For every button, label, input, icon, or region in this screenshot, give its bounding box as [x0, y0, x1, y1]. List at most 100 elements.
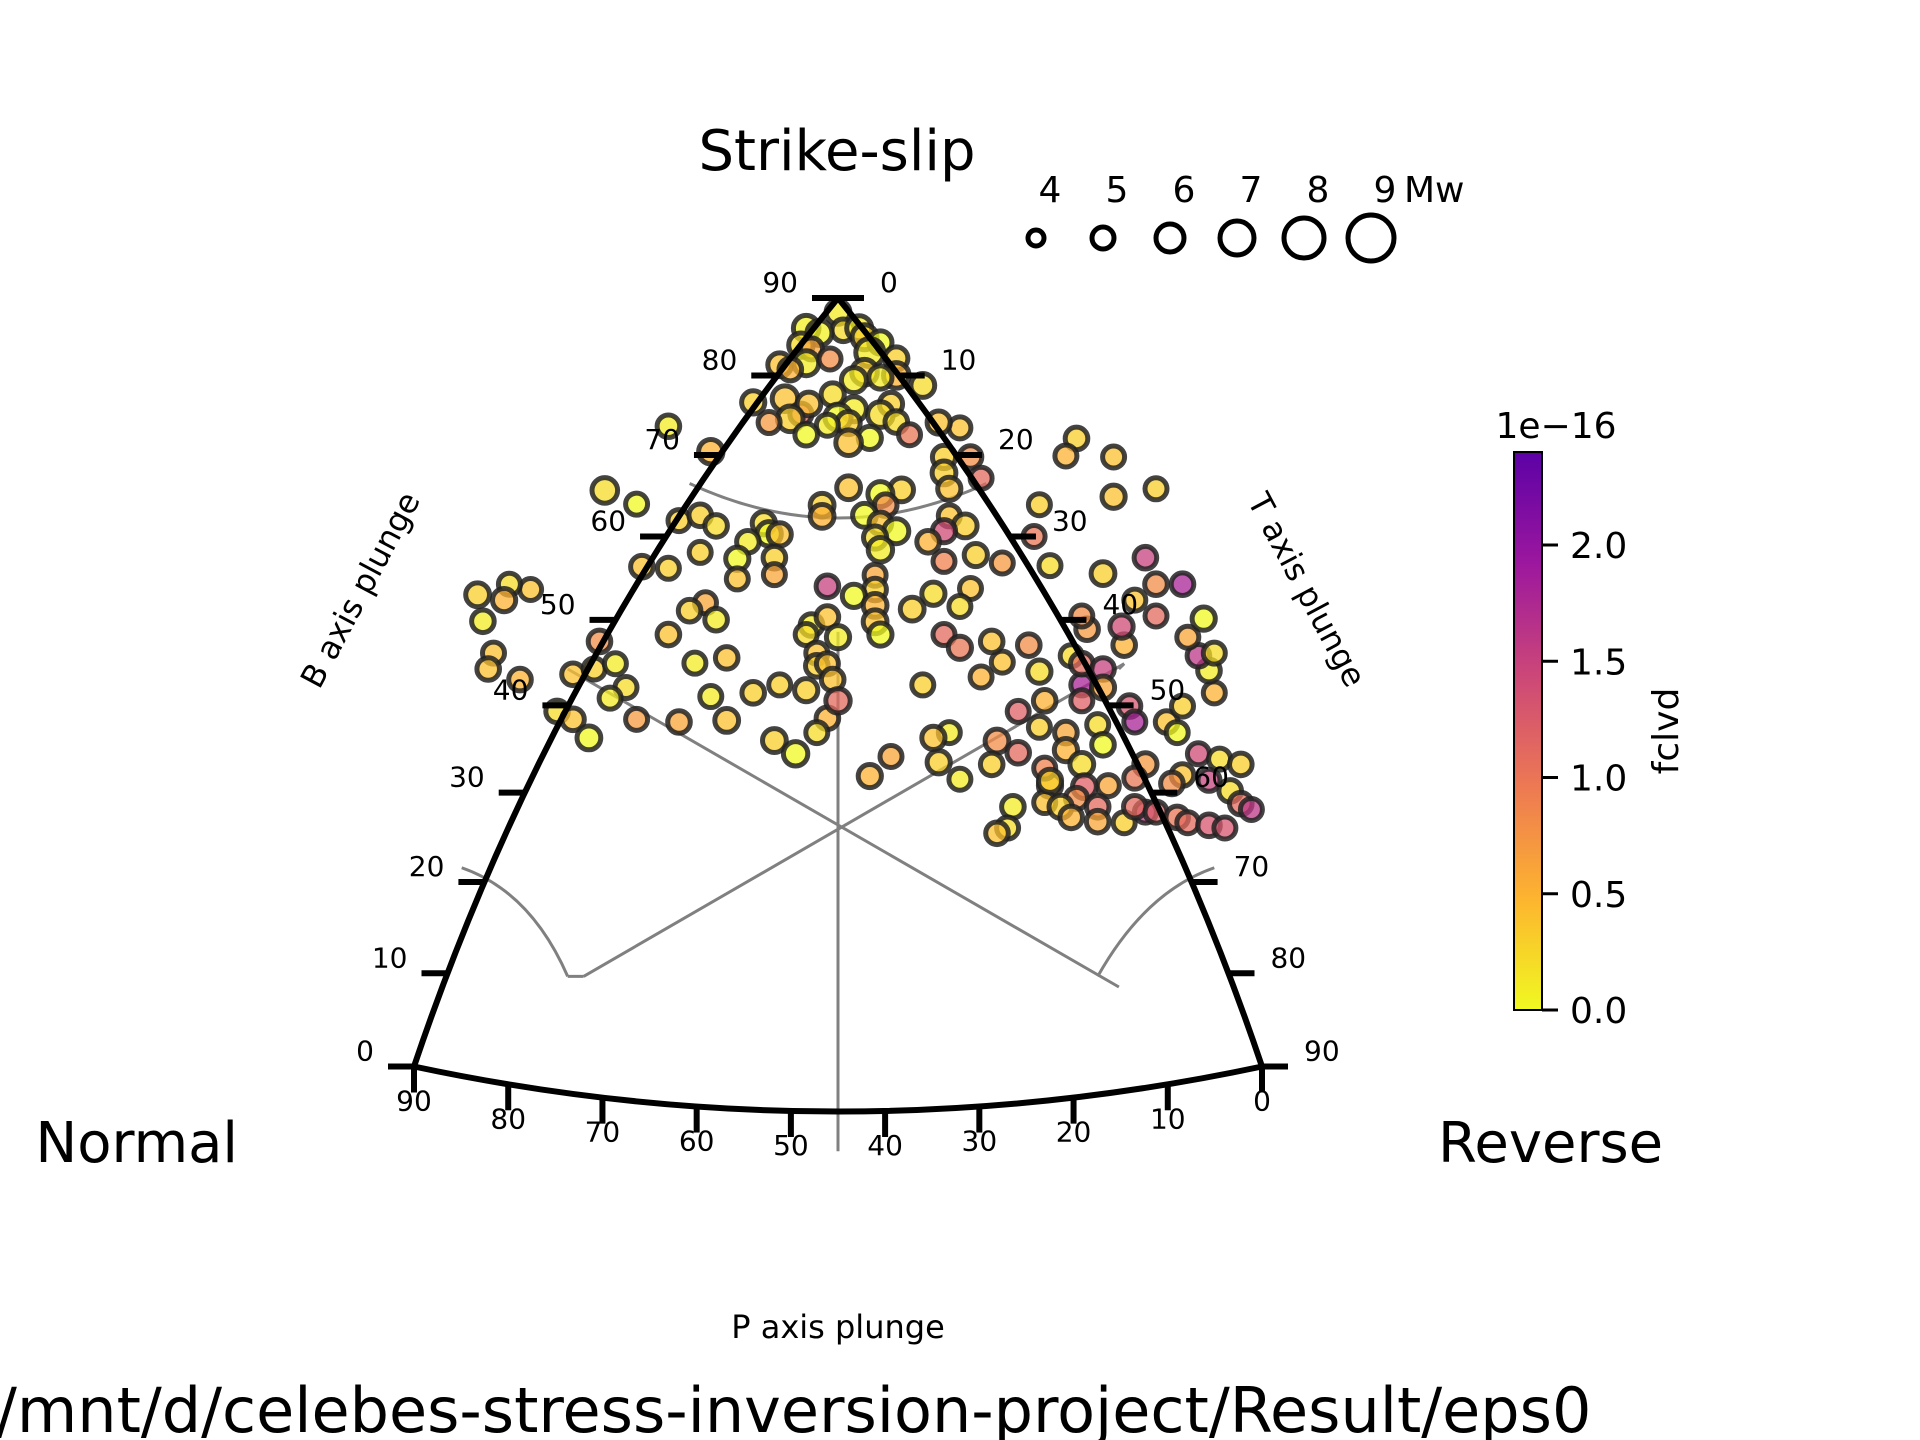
- size-legend-marker-mw-6: [1153, 221, 1187, 255]
- p-axis-title: P axis plunge: [731, 1308, 945, 1346]
- size-legend-marker-mw-4: [1025, 227, 1047, 249]
- t-axis-tick-label-10: 10: [941, 344, 977, 377]
- event-point: [760, 561, 788, 589]
- event-point: [1088, 559, 1118, 588]
- event-point: [1169, 692, 1196, 720]
- event-point: [654, 412, 683, 441]
- event-point: [1121, 586, 1149, 614]
- event-point: [1089, 730, 1117, 759]
- event-point: [877, 742, 905, 770]
- p-axis-tick-label-30: 30: [962, 1125, 998, 1158]
- size-legend-marker-mw-9: [1345, 212, 1397, 264]
- colorbar-tick-label-2.0: 2.0: [1570, 526, 1627, 567]
- event-point: [654, 554, 682, 582]
- b-axis-tick-label-20: 20: [409, 850, 445, 883]
- guide-reverse-link: [1117, 662, 1126, 671]
- event-point: [961, 540, 990, 570]
- p-axis-tick-label-0: 0: [1253, 1085, 1271, 1118]
- event-point: [665, 708, 693, 736]
- t-axis-tick-label-50: 50: [1150, 673, 1186, 706]
- colorbar-label: fclvd: [1646, 688, 1687, 775]
- event-point: [935, 474, 964, 503]
- b-axis-tick-label-60: 60: [590, 505, 626, 538]
- event-point: [1168, 570, 1197, 599]
- b-axis-tick-label-80: 80: [702, 344, 738, 377]
- event-point: [1035, 766, 1065, 795]
- event-point: [1025, 491, 1053, 519]
- event-point: [760, 726, 789, 755]
- event-point: [833, 427, 864, 458]
- b-axis-title: B axis plunge: [293, 485, 428, 694]
- event-point: [816, 345, 844, 373]
- size-legend-label-mw-6: 6: [1173, 170, 1196, 211]
- event-point: [1094, 772, 1122, 800]
- event-point: [517, 576, 545, 603]
- corner-label-strike-slip: Strike-slip: [698, 119, 975, 184]
- event-point: [896, 421, 924, 449]
- event-point: [1052, 442, 1080, 470]
- t-axis-tick-label-0: 0: [880, 266, 898, 299]
- colorbar-scale-factor: 1e−16: [1495, 406, 1616, 447]
- event-point: [601, 650, 629, 678]
- event-point: [765, 520, 794, 549]
- corner-label-reverse: Reverse: [1438, 1111, 1663, 1176]
- event-point: [924, 748, 953, 777]
- ternary-outline: [411, 295, 1265, 1115]
- colorbar-tick-label-0.0: 0.0: [1570, 991, 1627, 1032]
- b-axis-tick-label-30: 30: [449, 761, 485, 794]
- footer-path: /mnt/d/celebes-stress-inversion-project/…: [0, 1374, 1591, 1440]
- t-axis-tick-label-80: 80: [1270, 941, 1306, 974]
- event-point: [739, 679, 768, 707]
- event-point: [712, 706, 742, 735]
- size-legend-marker-mw-8: [1281, 215, 1327, 261]
- event-point: [755, 409, 783, 437]
- event-point: [1142, 602, 1170, 630]
- t-axis-tick-label-40: 40: [1102, 588, 1138, 621]
- event-point: [766, 671, 794, 699]
- event-point: [1057, 803, 1085, 832]
- colorbar-tick-label-1.5: 1.5: [1570, 642, 1627, 683]
- b-axis-tick-label-10: 10: [372, 941, 408, 974]
- event-point: [1189, 604, 1218, 633]
- event-point: [654, 620, 683, 649]
- b-axis-tick-label-90: 90: [762, 266, 798, 299]
- event-point: [792, 420, 821, 449]
- event-point: [1121, 793, 1149, 821]
- p-axis-tick-label-90: 90: [396, 1085, 432, 1118]
- size-legend-marker-mw-5: [1089, 224, 1117, 252]
- corner-label-normal: Normal: [35, 1111, 238, 1176]
- size-legend-label-mw-4: 4: [1039, 170, 1062, 211]
- b-axis-tick-label-0: 0: [356, 1035, 374, 1068]
- event-point: [866, 363, 895, 392]
- p-axis-tick-label-20: 20: [1056, 1116, 1092, 1149]
- event-point: [1015, 631, 1043, 659]
- event-point: [490, 586, 519, 615]
- event-point: [834, 473, 863, 503]
- event-point: [1211, 814, 1239, 842]
- event-point: [999, 793, 1027, 821]
- p-axis-tick-label-70: 70: [585, 1116, 621, 1149]
- size-legend-label-mw-7: 7: [1240, 170, 1263, 211]
- event-point: [723, 565, 751, 593]
- event-point: [794, 389, 824, 419]
- event-point: [803, 719, 831, 747]
- p-axis-tick-label-50: 50: [773, 1129, 809, 1162]
- event-point: [807, 501, 837, 531]
- event-point: [823, 623, 853, 652]
- event-point: [1121, 708, 1149, 736]
- size-legend-label-mw-8: 8: [1307, 170, 1330, 211]
- guide-reverse-arc: [1096, 866, 1215, 978]
- event-point: [988, 648, 1016, 676]
- event-point: [1142, 570, 1170, 599]
- size-legend-label-mw-9: 9: [1374, 170, 1397, 211]
- event-point: [712, 644, 741, 672]
- event-point: [1131, 543, 1160, 572]
- colorbar-tick-label-0.5: 0.5: [1570, 875, 1627, 916]
- magnitude-size-legend: Mw 4 5 6 7 8 9: [1025, 170, 1465, 264]
- t-axis-tick-label-60: 60: [1193, 761, 1229, 794]
- event-point: [1107, 612, 1136, 641]
- colorbar-gradient: [1513, 451, 1543, 1011]
- event-point: [967, 663, 995, 691]
- size-legend-label-mw-5: 5: [1106, 170, 1129, 211]
